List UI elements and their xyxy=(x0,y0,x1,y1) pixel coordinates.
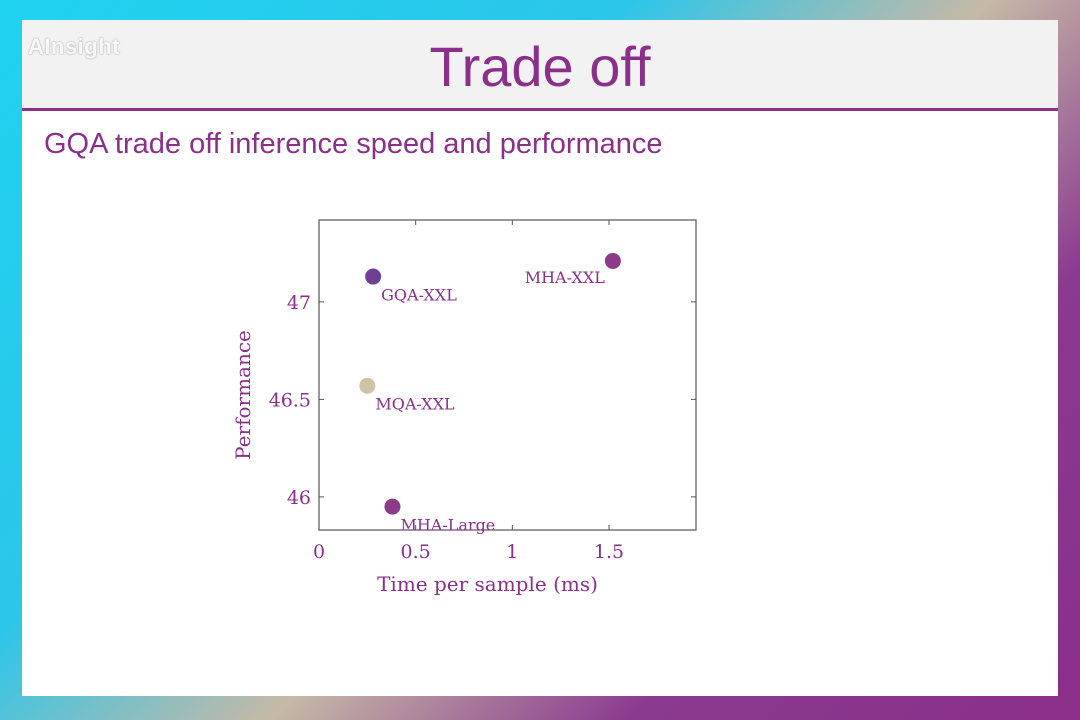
plot-frame xyxy=(318,219,697,531)
data-label-gqa-xxl: GQA-XXL xyxy=(381,286,457,305)
data-point-mha-xxl xyxy=(603,251,622,270)
y-axis-label: Performance xyxy=(231,330,255,460)
data-label-mqa-xxl: MQA-XXL xyxy=(375,395,455,414)
title-bar: AInsight Trade off xyxy=(22,20,1058,111)
x-tick-label: 1 xyxy=(506,541,518,563)
slide-subtitle: GQA trade off inference speed and perfor… xyxy=(44,128,663,160)
data-point-mha-large xyxy=(383,497,402,516)
data-point-mqa-xxl xyxy=(358,376,377,395)
x-tick-label: 1.5 xyxy=(594,541,624,563)
data-label-mha-xxl: MHA-XXL xyxy=(525,268,606,287)
y-tick-label: 46 xyxy=(287,487,311,509)
watermark-logo: AInsight xyxy=(28,34,120,59)
y-tick-label: 46.5 xyxy=(269,389,311,411)
x-tick-label: 0 xyxy=(313,541,325,563)
data-point-gqa-xxl xyxy=(364,267,383,286)
scatter-chart: 0 0.5 1 1.5 46 46.5 47 Time per sample (ms) Perf… xyxy=(231,219,697,596)
x-tick-label: 0.5 xyxy=(401,541,431,563)
y-tick-label: 47 xyxy=(287,292,311,314)
slide: AInsight Trade off GQA trade off inferen… xyxy=(22,20,1058,696)
data-label-mha-large: MHA-Large xyxy=(400,516,495,535)
x-axis-label: Time per sample (ms) xyxy=(377,572,598,596)
slide-title: Trade off xyxy=(429,35,651,98)
